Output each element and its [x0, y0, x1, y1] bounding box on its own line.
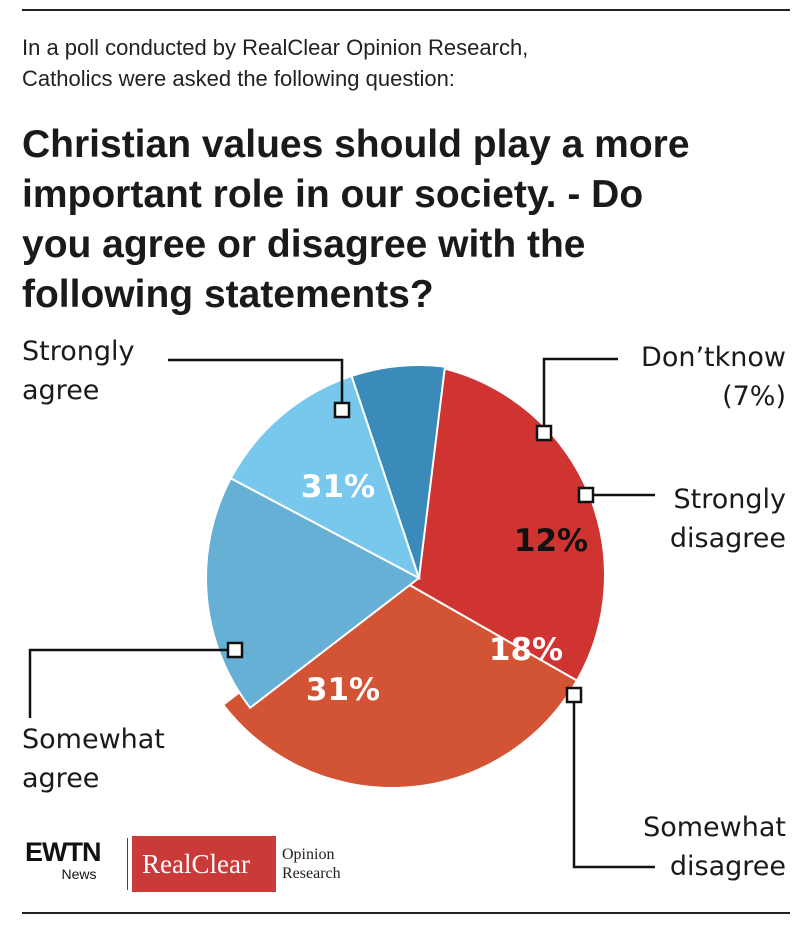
slice-label-2: Somewhat disagree: [643, 812, 786, 882]
slice-label-4-line-0: Don’tknow: [641, 342, 786, 373]
pie-slice-4: [350, 364, 447, 579]
leader-line-2: [572, 702, 655, 869]
slice-label-3-line-1: disagree: [670, 523, 786, 554]
pie-slice-1: [221, 573, 579, 789]
top-rule: [22, 9, 790, 11]
question-line-1: Christian values should play a more: [22, 123, 690, 166]
value-label-0: 31%: [301, 469, 375, 505]
opinion-label-line-1: Opinion: [282, 846, 335, 863]
slice-label-1-line-1: agree: [22, 763, 99, 794]
question-line-3: you agree or disagree with the: [22, 223, 586, 266]
logo-separator: [127, 838, 128, 890]
slice-label-2-line-0: Somewhat: [643, 812, 786, 843]
leader-marker-1: [226, 641, 244, 659]
ewtn-news-label: News: [61, 866, 97, 882]
pie-slice-2: [205, 476, 421, 710]
question-title: Christian values should play a more impo…: [22, 120, 792, 320]
leader-marker-3: [577, 486, 595, 504]
leader-line-1: [28, 648, 228, 718]
intro-text: In a poll conducted by RealClear Opinion…: [22, 32, 782, 94]
opinion-research-label: Opinion Research: [282, 845, 341, 883]
slice-label-3: Strongly disagree: [670, 484, 786, 554]
leader-marker-2: [565, 686, 583, 704]
realclear-wordmark: RealClear: [142, 849, 250, 879]
value-label-3: 12%: [514, 523, 588, 559]
question-line-4: following statements?: [22, 273, 434, 316]
pie-slice-0: [390, 362, 606, 682]
leader-line-4: [542, 357, 618, 426]
leader-line-0: [168, 358, 344, 403]
slice-label-4-line-1: (7%): [722, 381, 786, 412]
question-line-2: important role in our society. - Do: [22, 173, 644, 216]
value-label-1: 31%: [306, 672, 380, 708]
slice-label-4: Don’tknow (7%): [641, 342, 786, 412]
slice-label-1-line-0: Somewhat: [22, 724, 165, 755]
slice-label-0: Strongly agree: [22, 336, 135, 406]
leader-marker-4: [535, 424, 553, 442]
pie-slices: [205, 362, 606, 789]
pie-slice-3: [229, 374, 421, 581]
pie-annotations: Strongly agree 31% Somewhat agree 31% Somewhat…: [22, 336, 786, 882]
ewtn-wordmark: EWTN: [25, 837, 101, 867]
value-label-2: 18%: [489, 632, 563, 668]
intro-line-2: Catholics were asked the following quest…: [22, 66, 455, 91]
intro-line-1: In a poll conducted by RealClear Opinion…: [22, 35, 529, 60]
bottom-rule: [22, 912, 790, 914]
ewtn-news-logo: EWTN News: [25, 837, 101, 882]
slice-label-1: Somewhat agree: [22, 724, 165, 794]
leader-marker-0: [333, 401, 351, 419]
realclear-logo: RealClear: [132, 836, 276, 892]
slice-label-3-line-0: Strongly: [674, 484, 787, 515]
opinion-label-line-2: Research: [282, 865, 341, 882]
slice-label-0-line-1: agree: [22, 375, 99, 406]
slice-label-0-line-0: Strongly: [22, 336, 135, 367]
slice-label-2-line-1: disagree: [670, 851, 786, 882]
pie-chart: Strongly agree 31% Somewhat agree 31% Somewhat…: [22, 336, 786, 882]
